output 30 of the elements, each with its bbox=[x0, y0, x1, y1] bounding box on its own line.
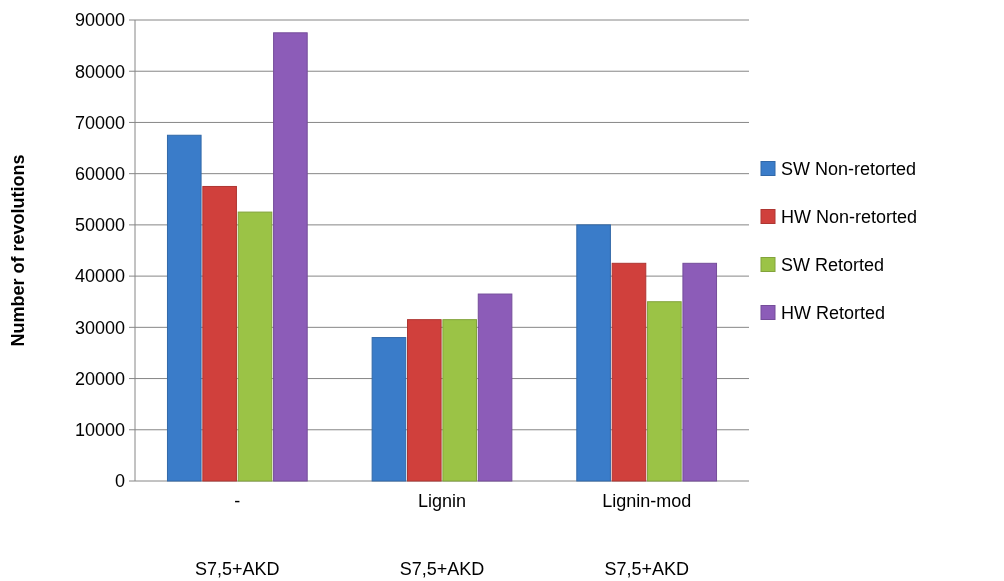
bar bbox=[647, 301, 682, 482]
category-label: - S7,5+AKD bbox=[195, 491, 280, 579]
y-tick-label: 0 bbox=[114, 471, 125, 492]
y-tick-label: 30000 bbox=[74, 317, 125, 338]
y-tick-label: 20000 bbox=[74, 368, 125, 389]
bar bbox=[407, 319, 442, 482]
bar bbox=[611, 262, 647, 482]
bar bbox=[166, 134, 202, 482]
y-tick-label: 40000 bbox=[74, 266, 125, 287]
y-tick-label: 80000 bbox=[74, 61, 125, 82]
legend-label: HW Non-retorted bbox=[781, 206, 918, 227]
bar bbox=[237, 211, 273, 482]
y-tick-label: 60000 bbox=[74, 163, 125, 184]
category-label: Lignin-mod S7,5+AKD bbox=[602, 491, 692, 579]
y-axis-title: Number of revolutions bbox=[8, 154, 28, 347]
category-label: Lignin S7,5+AKD bbox=[399, 491, 485, 579]
bar bbox=[442, 319, 477, 482]
bar bbox=[371, 337, 407, 482]
bar bbox=[477, 293, 513, 482]
legend-label: SW Retorted bbox=[781, 254, 885, 275]
bar bbox=[273, 32, 308, 482]
bar bbox=[202, 185, 237, 482]
bar bbox=[682, 262, 718, 482]
bar bbox=[576, 224, 611, 482]
legend-label: SW Non-retorted bbox=[781, 158, 917, 179]
legend-label: HW Retorted bbox=[781, 302, 886, 323]
y-tick-label: 70000 bbox=[74, 112, 125, 133]
y-tick-label: 50000 bbox=[74, 215, 125, 236]
y-tick-label: 90000 bbox=[74, 10, 125, 31]
y-tick-label: 10000 bbox=[74, 420, 125, 441]
